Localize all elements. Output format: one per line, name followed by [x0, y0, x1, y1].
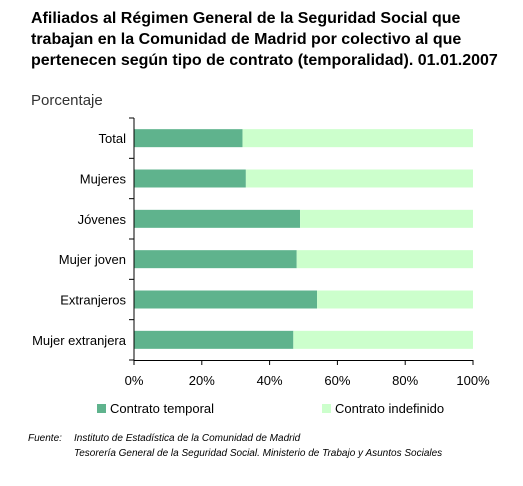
x-tick-label: 60%: [324, 373, 350, 388]
category-label: Mujer joven: [59, 252, 126, 267]
legend: Contrato temporal Contrato indefinido: [97, 401, 444, 416]
x-tick-label: 0%: [125, 373, 144, 388]
legend-swatch-indefinido: [322, 404, 331, 413]
bar-temporal-4: [134, 290, 318, 309]
axes-group: [129, 117, 474, 365]
bar-temporal-5: [134, 330, 294, 349]
legend-label-temporal: Contrato temporal: [110, 401, 214, 416]
x-tick-label: 20%: [189, 373, 215, 388]
x-tick-label: 100%: [456, 373, 490, 388]
bar-temporal-1: [134, 169, 246, 188]
source-line-1: Instituto de Estadística de la Comunidad…: [74, 433, 301, 444]
chart-subtitle: Porcentaje: [31, 92, 103, 109]
bar-temporal-0: [134, 129, 243, 148]
bar-indefinido-4: [317, 290, 473, 309]
category-label: Extranjeros: [60, 293, 126, 308]
x-tick-label: 80%: [392, 373, 418, 388]
bar-indefinido-0: [242, 129, 473, 148]
source-note: Fuente: Instituto de Estadística de la Co…: [28, 431, 498, 461]
tick-labels: 0% 20% 40% 60% 80% 100%: [125, 373, 490, 388]
bar-temporal-2: [134, 209, 301, 228]
legend-label-indefinido: Contrato indefinido: [335, 401, 444, 416]
category-label: Mujeres: [80, 172, 127, 187]
source-line-2: Tesorería General de la Seguridad Social…: [74, 448, 443, 459]
bar-indefinido-5: [293, 330, 473, 349]
x-tick-label: 40%: [257, 373, 283, 388]
category-label: Total: [99, 131, 127, 146]
category-label: Mujer extranjera: [32, 333, 127, 348]
legend-swatch-temporal: [97, 404, 106, 413]
chart-title: Afiliados al Régimen General de la Segur…: [31, 10, 498, 69]
category-labels: Total Mujeres Jóvenes Mujer joven Extranjero…: [32, 131, 127, 348]
bars-group: [134, 129, 473, 349]
category-label: Jóvenes: [78, 212, 127, 227]
bar-indefinido-3: [296, 250, 473, 269]
bar-indefinido-2: [300, 209, 473, 228]
bar-indefinido-1: [245, 169, 473, 188]
bar-temporal-3: [134, 250, 297, 269]
source-prefix: Fuente:: [28, 433, 62, 444]
